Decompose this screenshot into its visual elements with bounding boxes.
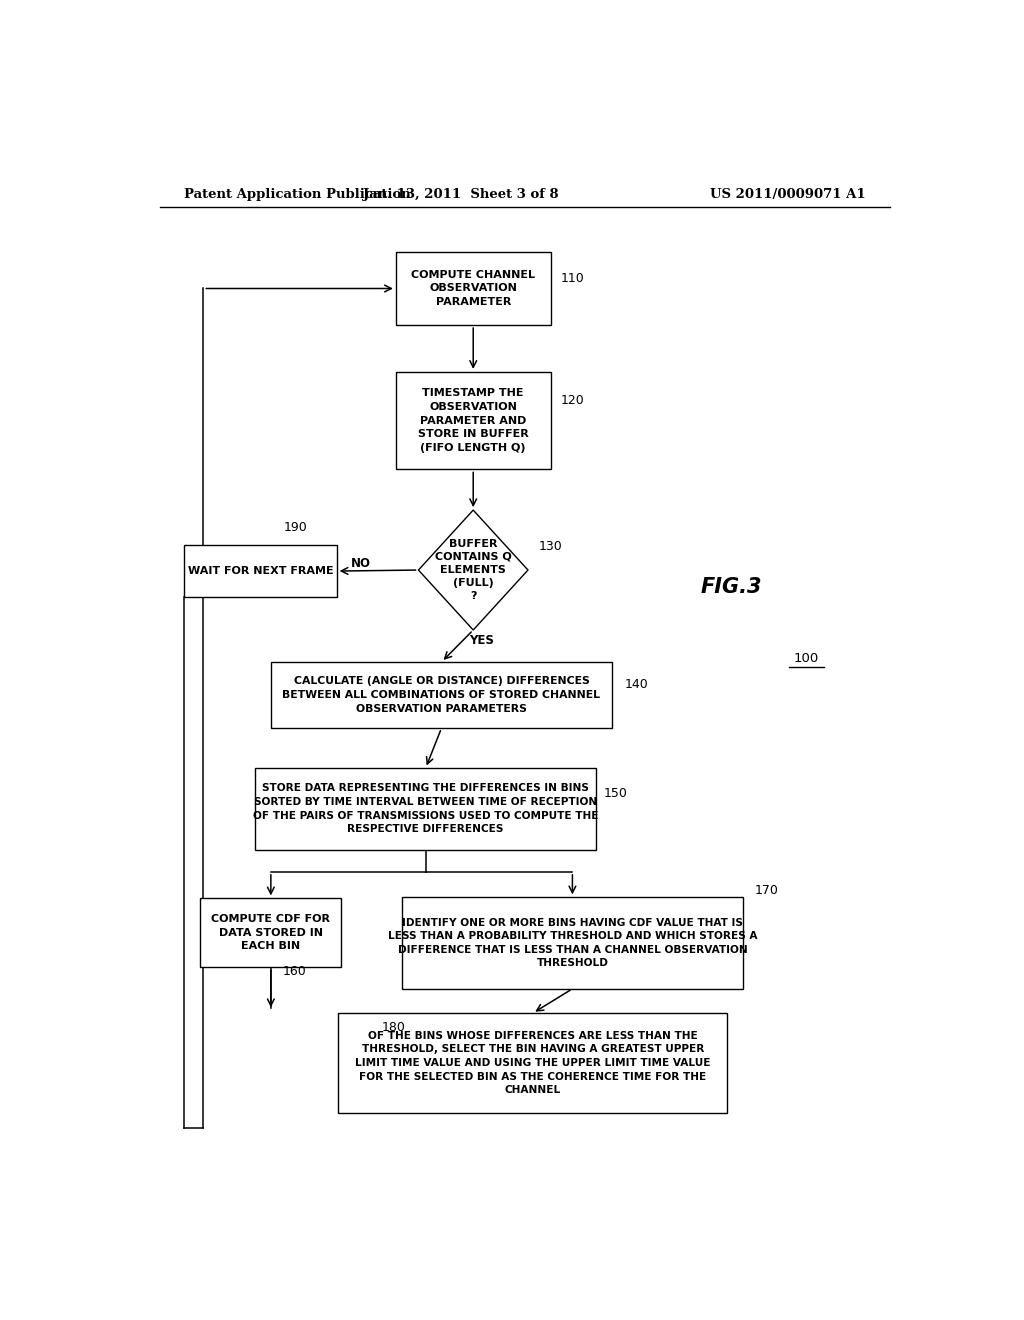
Text: COMPUTE CHANNEL
OBSERVATION
PARAMETER: COMPUTE CHANNEL OBSERVATION PARAMETER [412,269,536,308]
Text: 170: 170 [755,883,779,896]
Text: 190: 190 [284,521,307,533]
Bar [184,545,337,598]
Text: COMPUTE CDF FOR
DATA STORED IN
EACH BIN: COMPUTE CDF FOR DATA STORED IN EACH BIN [211,915,331,952]
Text: WAIT FOR NEXT FRAME: WAIT FOR NEXT FRAME [187,566,334,576]
Text: 180: 180 [382,1020,406,1034]
Text: 130: 130 [539,540,563,553]
Text: Patent Application Publication: Patent Application Publication [183,189,411,202]
Text: 150: 150 [604,787,628,800]
Text: 160: 160 [283,965,306,978]
Polygon shape [419,510,528,630]
Text: 110: 110 [560,272,585,285]
Bar [396,372,551,470]
Text: 100: 100 [794,652,819,665]
Bar [396,252,551,325]
Bar [255,768,596,850]
Bar [338,1014,727,1113]
Text: YES: YES [469,634,494,647]
Text: Jan. 13, 2011  Sheet 3 of 8: Jan. 13, 2011 Sheet 3 of 8 [364,189,559,202]
Text: STORE DATA REPRESENTING THE DIFFERENCES IN BINS
SORTED BY TIME INTERVAL BETWEEN : STORE DATA REPRESENTING THE DIFFERENCES … [253,784,598,834]
Text: CALCULATE (ANGLE OR DISTANCE) DIFFERENCES
BETWEEN ALL COMBINATIONS OF STORED CHA: CALCULATE (ANGLE OR DISTANCE) DIFFERENCE… [283,676,600,714]
Text: OF THE BINS WHOSE DIFFERENCES ARE LESS THAN THE
THRESHOLD, SELECT THE BIN HAVING: OF THE BINS WHOSE DIFFERENCES ARE LESS T… [355,1031,711,1096]
Text: US 2011/0009071 A1: US 2011/0009071 A1 [711,189,866,202]
Text: IDENTIFY ONE OR MORE BINS HAVING CDF VALUE THAT IS
LESS THAN A PROBABILITY THRES: IDENTIFY ONE OR MORE BINS HAVING CDF VAL… [388,917,757,969]
Bar [201,899,341,968]
Bar [401,898,743,989]
Text: TIMESTAMP THE
OBSERVATION
PARAMETER AND
STORE IN BUFFER
(FIFO LENGTH Q): TIMESTAMP THE OBSERVATION PARAMETER AND … [418,388,528,453]
Text: FIG.3: FIG.3 [700,577,762,598]
Text: NO: NO [351,557,372,570]
Bar [270,663,612,729]
Text: 140: 140 [625,678,648,692]
Text: BUFFER
CONTAINS Q
ELEMENTS
(FULL)
?: BUFFER CONTAINS Q ELEMENTS (FULL) ? [435,539,512,602]
Text: 120: 120 [560,393,585,407]
